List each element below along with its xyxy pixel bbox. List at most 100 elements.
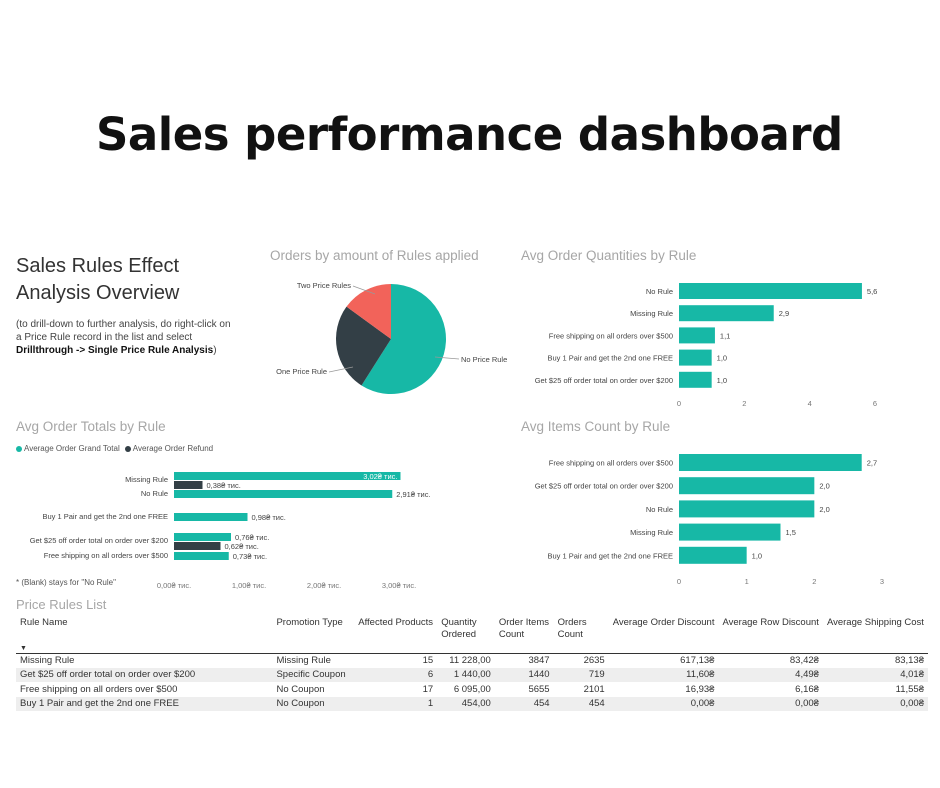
table-cell: No Coupon [272, 682, 355, 697]
table-cell: 16,93₴ [608, 682, 719, 697]
table-cell: Get $25 off order total on order over $2… [16, 667, 273, 682]
x-tick-label: 2 [812, 577, 816, 586]
bar [679, 454, 862, 471]
legend-item-refund[interactable]: Average Order Refund [124, 444, 214, 453]
category-label: Get $25 off order total on order over $2… [535, 482, 673, 491]
totals-chart-title: Avg Order Totals by Rule [16, 419, 166, 434]
table-cell: Missing Rule [272, 653, 355, 668]
column-header[interactable]: Promotion Type [276, 617, 343, 628]
category-label: Free shipping on all orders over $500 [44, 551, 168, 560]
table-cell: 1 [354, 696, 438, 711]
table-cell: 5655 [494, 682, 554, 697]
bar-grand-total [174, 513, 248, 521]
column-header[interactable]: Quantity Ordered [441, 617, 477, 640]
x-tick-label: 1,00₴ тис. [232, 581, 266, 590]
bar-value-label: 5,6 [867, 287, 877, 296]
bar-value-label: 2,0 [819, 505, 829, 514]
legend-item-grand-total[interactable]: Average Order Grand Total [16, 444, 120, 453]
bar-value-label: 1,0 [717, 354, 727, 363]
category-label: No Rule [646, 287, 673, 296]
table-cell: 17 [354, 682, 438, 697]
category-label: Missing Rule [630, 528, 673, 537]
table-cell: Free shipping on all orders over $500 [16, 682, 273, 697]
bar-value-label: 0,62₴ тис. [225, 542, 259, 551]
column-header[interactable]: Average Shipping Cost [826, 617, 924, 628]
items-bar-chart[interactable]: Free shipping on all orders over $500 2,7… [521, 447, 921, 587]
bar-refund [174, 481, 203, 489]
dark-dot-icon [124, 445, 131, 452]
totals-bar-chart[interactable]: Missing Rule 3,02₴ тис. 0,38₴ тис. No Rule 2… [16, 468, 496, 593]
column-header[interactable]: Average Row Discount [722, 617, 819, 628]
pie-leader-line [352, 285, 376, 295]
table-cell: No Coupon [272, 696, 355, 711]
table-cell: 4,01₴ [822, 667, 928, 682]
table-cell: 0,00₴ [822, 696, 928, 711]
table-cell: Missing Rule [16, 653, 273, 668]
pie-slice-label: One Price Rule [276, 367, 327, 376]
bar-refund [174, 542, 221, 550]
table-cell: 15 [354, 653, 438, 668]
category-label: Buy 1 Pair and get the 2nd one FREE [548, 354, 674, 363]
table-sort-row: ▼ [16, 645, 928, 654]
pie-slice-label: Two Price Rules [297, 281, 351, 290]
category-label: Free shipping on all orders over $500 [549, 331, 673, 340]
category-label: Missing Rule [125, 475, 168, 484]
x-tick-label: 2 [742, 399, 746, 408]
table-title: Price Rules List [16, 597, 107, 612]
x-tick-label: 3,00₴ тис. [382, 581, 416, 590]
pie-slice [336, 306, 391, 386]
table-cell: 6 095,00 [437, 682, 495, 697]
x-tick-label: 6 [873, 399, 877, 408]
bar [679, 305, 774, 322]
bar-value-label: 2,9 [779, 309, 789, 318]
overview-note-prefix: (to drill-down to further analysis, do r… [16, 319, 231, 343]
bar-value-label: 3,02₴ тис. [363, 472, 397, 481]
bar [679, 349, 712, 366]
overview-title-line1: Sales Rules Effect [16, 255, 180, 277]
category-label: Buy 1 Pair and get the 2nd one FREE [548, 551, 674, 560]
bar-value-label: 2,91₴ тис. [396, 490, 430, 499]
x-tick-label: 1 [745, 577, 749, 586]
bar-value-label: 2,0 [819, 482, 829, 491]
bar-grand-total [174, 472, 401, 480]
overview-note-bold: Drillthrough -> Single Price Rule Analys… [16, 345, 214, 356]
table-row[interactable]: Buy 1 Pair and get the 2nd one FREE No Co… [16, 696, 928, 711]
x-tick-label: 3 [880, 577, 884, 586]
pie-chart[interactable]: No Price Rule One Price Rule Two Price Rul… [265, 270, 525, 410]
table-cell: 83,13₴ [822, 653, 928, 668]
legend-label-refund: Average Order Refund [132, 444, 214, 453]
bar [679, 523, 781, 541]
table-row[interactable]: Get $25 off order total on order over $2… [16, 667, 928, 682]
table-cell: 719 [553, 667, 609, 682]
column-header[interactable]: Affected Products [358, 617, 434, 628]
bar-value-label: 0,76₴ тис. [235, 533, 269, 542]
column-header[interactable]: Rule Name [20, 617, 68, 628]
price-rules-table: Rule Name Promotion Type Affected Products… [16, 615, 928, 711]
bar-value-label: 1,5 [786, 528, 796, 537]
bar-value-label: 1,0 [717, 376, 727, 385]
table-cell: 0,00₴ [608, 696, 719, 711]
table-row[interactable]: Free shipping on all orders over $500 No … [16, 682, 928, 697]
column-header[interactable]: Orders Count [557, 617, 587, 640]
pie-leader-line [434, 356, 460, 360]
table-cell: 454,00 [437, 696, 495, 711]
table-cell: 6,16₴ [718, 682, 823, 697]
table-cell: 0,00₴ [718, 696, 823, 711]
table-cell: 83,42₴ [718, 653, 823, 668]
column-header[interactable]: Order Items Count [498, 617, 549, 640]
x-tick-label: 0,00₴ тис. [157, 581, 191, 590]
qty-bar-chart[interactable]: No Rule 5,6 Missing Rule 2,9 Free shipping o… [521, 275, 921, 420]
sort-indicator-icon[interactable]: ▼ [16, 645, 273, 654]
pie-slice [361, 284, 446, 394]
table-cell: 4,49₴ [718, 667, 823, 682]
table-cell: 617,13₴ [608, 653, 719, 668]
table-cell: Specific Coupon [272, 667, 355, 682]
bar [679, 477, 815, 495]
category-label: No Rule [141, 489, 168, 498]
column-header[interactable]: Average Order Discount [612, 617, 715, 628]
category-label: Free shipping on all orders over $500 [549, 459, 673, 468]
table-cell: 454 [553, 696, 609, 711]
table-cell: 11 228,00 [437, 653, 495, 668]
table-row[interactable]: Missing Rule Missing Rule 15 11 228,00 3847 2… [16, 653, 928, 668]
overview-note-suffix: ) [213, 345, 217, 356]
